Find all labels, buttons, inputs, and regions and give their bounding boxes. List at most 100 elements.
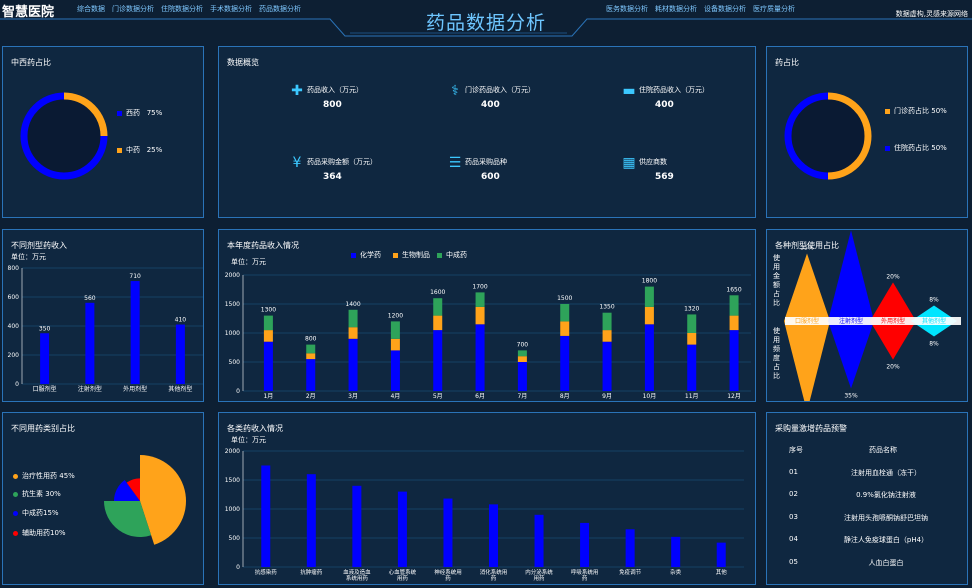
data-label: 560	[84, 295, 96, 302]
list-icon: ☰	[448, 155, 462, 171]
x-tick-label: 外用剂型	[123, 385, 147, 393]
panel-title: 各种剂型使用占比	[775, 241, 839, 250]
panel-dosage-usage: 各种剂型使用占比 使用金额占比 使用频度占比 35%47%47%35%20%20…	[766, 229, 968, 402]
bar	[397, 491, 407, 567]
bar-segment	[263, 341, 273, 391]
legend-western: 西药 75%	[117, 108, 162, 118]
bar-segment	[475, 324, 485, 391]
x-tick-label: 7月	[517, 393, 527, 400]
nav-item-inpatient[interactable]: 住院数据分析	[161, 5, 203, 13]
chart-unit: 单位：万元	[11, 253, 46, 261]
data-label: 1700	[472, 283, 487, 290]
x-tick-label: 口服剂型	[33, 385, 57, 393]
data-label: 1600	[430, 289, 445, 296]
building-icon: ▦	[622, 155, 636, 171]
y-tick-label: 0	[15, 381, 19, 388]
nav-item-equipment[interactable]: 设备数据分析	[704, 5, 746, 13]
pie-slice	[126, 478, 140, 501]
nav-item-drug[interactable]: 药品数据分析	[259, 5, 301, 13]
table-cell-name: 注射用血栓通（冻干）	[851, 469, 921, 477]
legend-chinese: 中药 25%	[117, 145, 162, 155]
bar-segment	[644, 324, 654, 391]
bar-segment	[517, 350, 527, 357]
axis-label-amount: 使用金额占比	[773, 254, 780, 307]
bar-segment	[348, 327, 358, 339]
x-tick-label: 内分泌系统	[525, 568, 553, 576]
bar	[175, 324, 185, 384]
bar	[85, 302, 95, 384]
donut-slice-inpatient	[784, 92, 829, 180]
category-label: 注射剂型	[839, 317, 863, 325]
x-tick-label: 免疫调节	[619, 568, 642, 576]
legend-chemical: 化学药	[351, 250, 381, 260]
x-tick-label: 1月	[263, 393, 273, 400]
y-tick-label: 200	[8, 352, 20, 359]
bar-segment	[602, 312, 612, 331]
legend-auxiliary: 辅助用药10%	[13, 528, 66, 538]
y-tick-label: 2000	[225, 448, 240, 455]
data-label: 350	[39, 325, 51, 332]
x-tick-label: 用药	[397, 574, 409, 582]
bar	[352, 485, 362, 567]
data-label: 1320	[684, 305, 699, 312]
diamond-shape	[784, 253, 830, 401]
x-tick-label: 抗肿瘤药	[300, 568, 323, 576]
data-label: 700	[517, 341, 529, 348]
legend-patent: 中成药15%	[13, 508, 59, 518]
credit-note: 数据虚构,灵感来源网络	[895, 10, 968, 18]
legend-swatch	[117, 110, 122, 116]
x-tick-label: 杂类	[670, 568, 682, 576]
amount-label: 20%	[886, 273, 900, 280]
data-label: 710	[129, 273, 141, 280]
bar-segment	[644, 306, 654, 325]
pie-slice	[104, 501, 152, 537]
bar-segment	[687, 314, 697, 333]
nav-item-outpatient[interactable]: 门诊数据分析	[112, 5, 154, 13]
bar-segment	[390, 338, 400, 351]
nav-item-overview[interactable]: 综合数据	[77, 5, 105, 13]
nav-item-quality[interactable]: 医疗质量分析	[753, 5, 795, 13]
chart-unit: 单位：万元	[231, 258, 266, 266]
y-tick-label: 600	[8, 294, 20, 301]
x-tick-label: 药	[582, 574, 588, 582]
bar-segment	[433, 298, 443, 316]
bar-segment	[644, 286, 654, 307]
bar-segment	[263, 315, 273, 331]
bar-segment	[306, 353, 316, 360]
bar-segment	[602, 341, 612, 391]
panel-drug-ratio: 药占比 门诊药占比 50% 住院药占比 50%	[766, 46, 968, 218]
y-tick-label: 1000	[225, 330, 240, 337]
bar	[716, 542, 726, 567]
panel-title: 不同剂型药收入	[11, 241, 67, 250]
x-tick-label: 呼吸系统用	[571, 568, 599, 576]
table-cell-no: 03	[789, 513, 798, 521]
medkit-icon: ✚	[291, 83, 303, 99]
amount-label: 35%	[800, 244, 814, 251]
legend-inpatient: 住院药占比 50%	[885, 143, 947, 153]
monthly-stacked-bar-chart: 0 500 1000 1500 2000 1300 1月 800 2月 1400 3月 1200 4月 1…	[225, 272, 751, 400]
y-tick-label: 500	[229, 535, 241, 542]
bar	[261, 465, 271, 567]
y-tick-label: 400	[8, 323, 20, 330]
table-cell-no: 04	[789, 535, 798, 543]
data-label: 1350	[599, 304, 614, 311]
bar-segment	[390, 350, 400, 391]
table-header-no: 序号	[789, 446, 803, 454]
nav-right: 医务数据分析 耗材数据分析 设备数据分析 医疗质量分析	[606, 4, 802, 14]
diamond-shape	[828, 230, 874, 389]
nav-item-consumables[interactable]: 耗材数据分析	[655, 5, 697, 13]
x-tick-label: 4月	[390, 393, 400, 400]
bar-segment	[729, 330, 739, 391]
bar	[671, 536, 681, 567]
x-tick-label: 6月	[475, 393, 485, 400]
nav-item-medical[interactable]: 医务数据分析	[606, 5, 648, 13]
bar-segment	[602, 330, 612, 342]
yen-icon: ¥	[292, 155, 302, 171]
panel-title: 数据概览	[227, 58, 259, 67]
y-tick-label: 0	[236, 564, 240, 571]
bar	[534, 514, 544, 567]
bar-segment	[560, 304, 570, 322]
nav-item-surgery[interactable]: 手术数据分析	[210, 5, 252, 13]
table-cell-no: 01	[789, 468, 798, 476]
